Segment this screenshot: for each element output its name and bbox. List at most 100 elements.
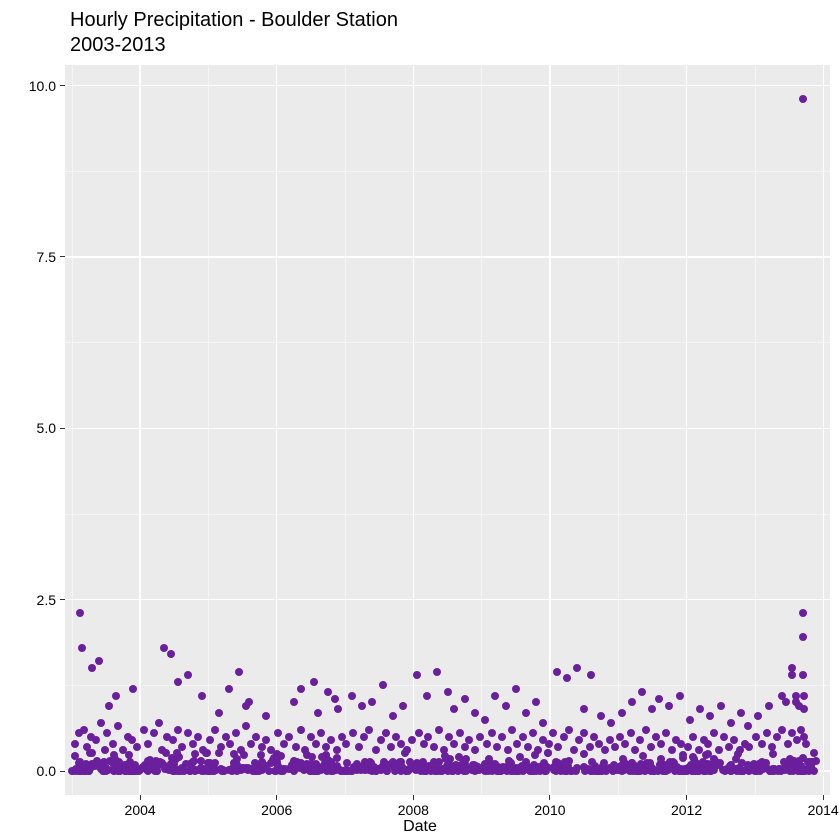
- data-point: [232, 729, 240, 737]
- data-point: [799, 95, 807, 103]
- data-point: [601, 746, 609, 754]
- data-point: [715, 761, 723, 769]
- x-tick-label: 2014: [808, 802, 839, 818]
- grid-major-v: [139, 65, 140, 795]
- data-point: [763, 729, 771, 737]
- data-point: [565, 726, 573, 734]
- data-point: [572, 767, 580, 775]
- data-point: [262, 736, 270, 744]
- data-point: [379, 681, 387, 689]
- data-point: [247, 740, 255, 748]
- data-point: [671, 767, 679, 775]
- data-point: [267, 746, 275, 754]
- data-point: [657, 755, 665, 763]
- data-point: [242, 722, 250, 730]
- data-point: [715, 746, 723, 754]
- data-point: [226, 740, 234, 748]
- data-point: [285, 733, 293, 741]
- data-point: [199, 746, 207, 754]
- data-point: [491, 692, 499, 700]
- data-point: [413, 671, 421, 679]
- data-point: [539, 719, 547, 727]
- data-point: [736, 746, 744, 754]
- data-point: [575, 736, 583, 744]
- data-point: [502, 702, 510, 710]
- data-point: [786, 755, 794, 763]
- data-point: [696, 705, 704, 713]
- data-point: [695, 746, 703, 754]
- data-point: [125, 751, 133, 759]
- data-point: [789, 767, 797, 775]
- data-point: [476, 733, 484, 741]
- data-point: [114, 722, 122, 730]
- data-point: [552, 758, 560, 766]
- data-point: [754, 712, 762, 720]
- data-point: [280, 740, 288, 748]
- data-point: [770, 765, 778, 773]
- data-point: [292, 762, 300, 770]
- data-point: [655, 695, 663, 703]
- data-point: [619, 755, 627, 763]
- data-point: [668, 746, 676, 754]
- data-point: [237, 746, 245, 754]
- data-point: [389, 758, 397, 766]
- data-point: [504, 746, 512, 754]
- data-point: [88, 664, 96, 672]
- data-point: [524, 743, 532, 751]
- data-point: [82, 760, 90, 768]
- data-point: [438, 767, 446, 775]
- data-point: [78, 644, 86, 652]
- data-point: [751, 767, 759, 775]
- y-tick-mark: [60, 428, 65, 429]
- chart-container: Hourly Precipitation - Boulder Station 2…: [0, 0, 840, 840]
- data-point: [382, 729, 390, 737]
- data-point: [810, 749, 818, 757]
- data-point: [465, 736, 473, 744]
- data-point: [272, 767, 280, 775]
- data-point: [355, 743, 363, 751]
- x-tick-label: 2012: [671, 802, 702, 818]
- data-point: [800, 692, 808, 700]
- data-point: [628, 698, 636, 706]
- data-point: [403, 746, 411, 754]
- data-point: [197, 757, 205, 765]
- data-point: [515, 766, 523, 774]
- data-point: [799, 754, 807, 762]
- y-tick-mark: [60, 85, 65, 86]
- data-point: [119, 746, 127, 754]
- data-point: [542, 767, 550, 775]
- x-tick-mark: [140, 795, 141, 800]
- data-point: [532, 698, 540, 706]
- data-point: [97, 719, 105, 727]
- data-point: [684, 743, 692, 751]
- data-point: [449, 767, 457, 775]
- data-point: [706, 712, 714, 720]
- x-tick-label: 2004: [125, 802, 156, 818]
- data-point: [245, 698, 253, 706]
- data-point: [647, 743, 655, 751]
- data-point: [258, 743, 266, 751]
- data-point: [773, 733, 781, 741]
- data-point: [103, 729, 111, 737]
- data-point: [71, 740, 79, 748]
- data-point: [189, 740, 197, 748]
- data-point: [155, 719, 163, 727]
- data-point: [377, 736, 385, 744]
- data-point: [628, 759, 636, 767]
- data-point: [638, 688, 646, 696]
- data-point: [586, 743, 594, 751]
- grid-minor-h: [65, 171, 830, 172]
- data-point: [312, 740, 320, 748]
- data-point: [76, 609, 84, 617]
- data-point: [704, 750, 712, 758]
- data-point: [408, 736, 416, 744]
- data-point: [679, 754, 687, 762]
- data-point: [799, 609, 807, 617]
- data-point: [799, 633, 807, 641]
- data-point: [310, 678, 318, 686]
- data-point: [461, 695, 469, 703]
- data-point: [580, 750, 588, 758]
- plot-panel: [65, 65, 830, 795]
- data-point: [194, 733, 202, 741]
- grid-major-v: [413, 65, 414, 795]
